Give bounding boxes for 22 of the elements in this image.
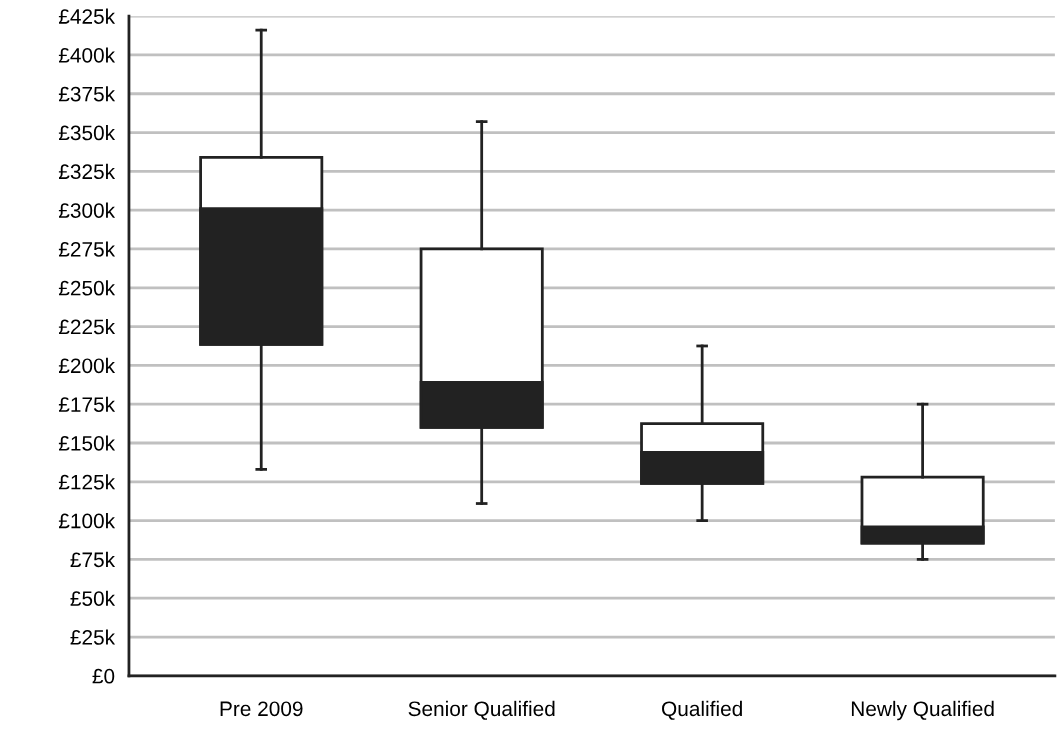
y-tick-label: £175k [58, 396, 116, 412]
y-tick-label: £50k [70, 590, 116, 606]
y-tick-label: £250k [58, 280, 116, 296]
x-tick-label: Pre 2009 [220, 701, 303, 717]
y-tick-label: £400k [58, 47, 116, 63]
y-tick-label: £200k [58, 357, 116, 374]
y-tick-label: £75k [70, 551, 116, 568]
y-tick-label: £125k [58, 474, 116, 490]
y-tick-label: £375k [58, 86, 116, 102]
y-tick-label: £25k [70, 629, 116, 645]
y-tick-label: £0 [92, 668, 115, 684]
y-tick-label: £425k [58, 8, 116, 24]
y-tick-label: £225k [58, 319, 116, 335]
y-tick-label: £150k [58, 435, 116, 451]
y-tick-label: £325k [58, 163, 116, 180]
y-tick-label: £100k [58, 513, 116, 529]
x-tick-label: Newly Qualified [851, 700, 994, 721]
y-tick-label: £275k [58, 241, 116, 257]
y-tick-label: £300k [58, 202, 116, 218]
x-tick-label: Senior Qualified [408, 700, 555, 720]
x-tick-label: Qualified [662, 700, 742, 720]
y-tick-label: £350k [58, 124, 116, 141]
